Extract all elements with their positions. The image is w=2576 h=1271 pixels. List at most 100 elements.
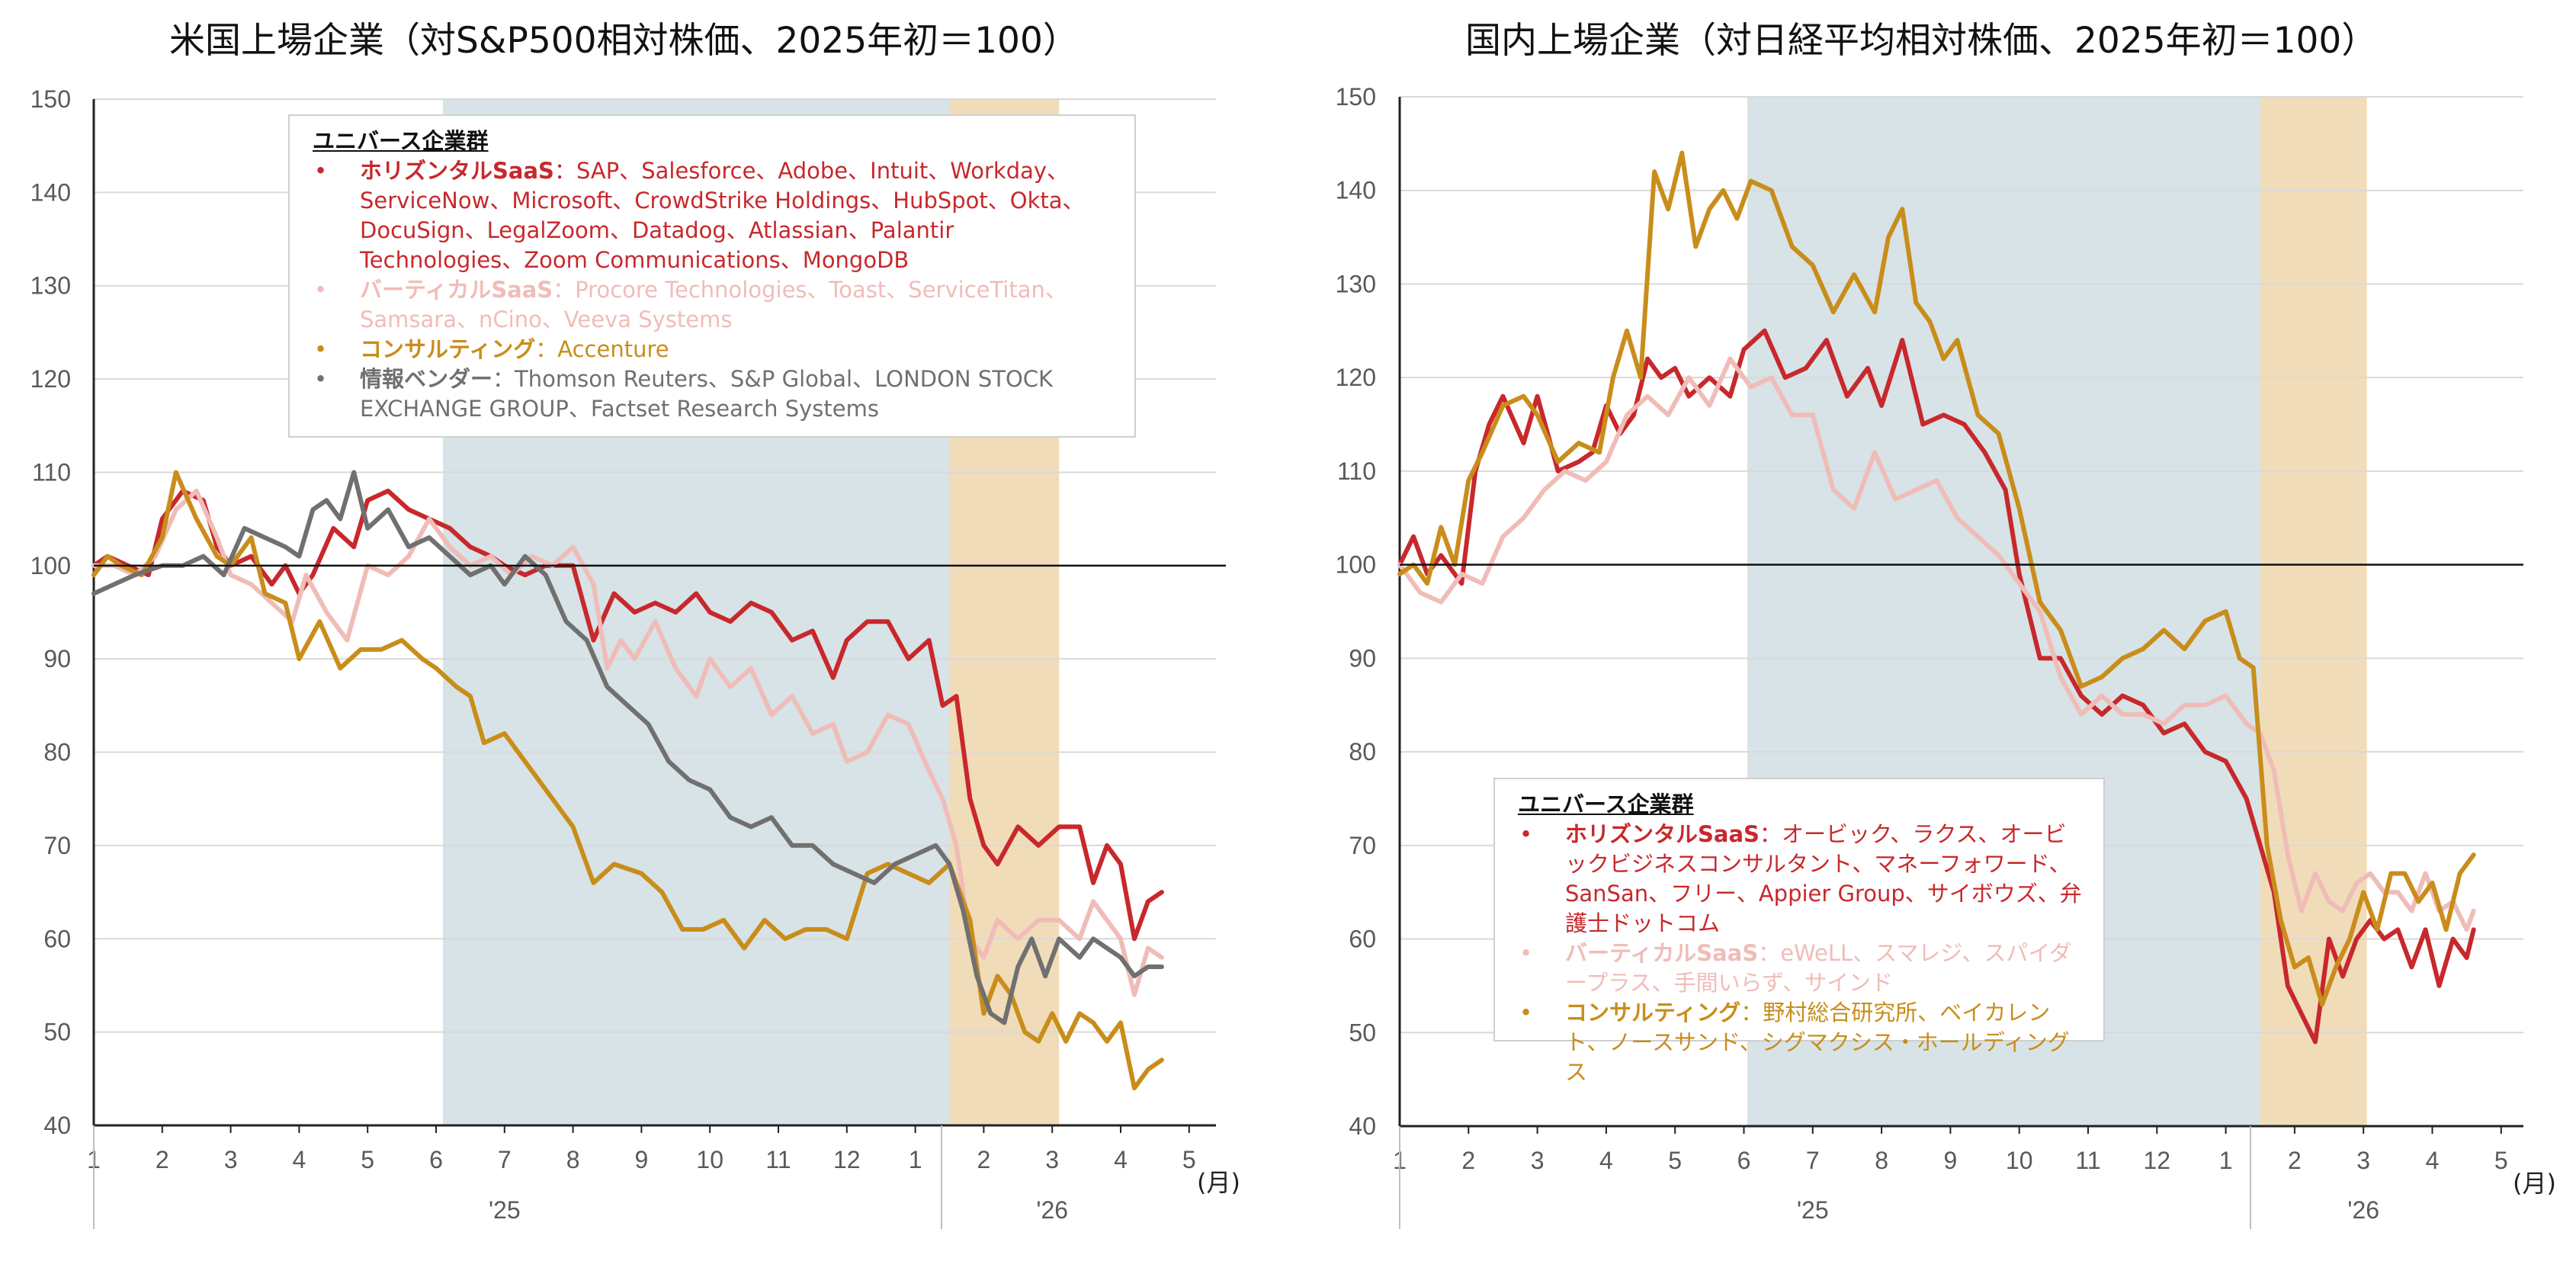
jp-year-label: '25 — [1797, 1196, 1829, 1224]
jp-x-tick-label: 8 — [1875, 1147, 1888, 1174]
jp-y-tick-label: 100 — [1336, 551, 1376, 579]
jp-y-tick-label: 110 — [1337, 457, 1376, 485]
jp-y-tick-label: 130 — [1336, 270, 1376, 297]
us-x-tick-label: 4 — [293, 1146, 306, 1173]
jp-legend-title: ユニバース企業群 — [1518, 791, 1694, 817]
us-y-tick-label: 100 — [30, 552, 71, 579]
jp-y-tick-label: 50 — [1349, 1019, 1376, 1046]
us-x-tick-label: 9 — [635, 1146, 649, 1173]
jp-x-tick-label: 5 — [2494, 1147, 2508, 1174]
us-x-tick-label: 3 — [1045, 1146, 1059, 1173]
bullet-icon: • — [314, 277, 328, 303]
jp-series-line-3 — [1397, 150, 2476, 1007]
us-y-tick-label: 150 — [30, 85, 71, 113]
jp-y-tick-label: 90 — [1349, 644, 1376, 672]
jp-x-tick-label: 1 — [2219, 1147, 2233, 1174]
jp-chart-panel: 国内上場企業（対日経平均相対株価、2025年初＝100） 40 50 60 70 80 9… — [1288, 0, 2576, 1271]
jp-x-tick-label: 7 — [1806, 1147, 1820, 1174]
jp-x-tick-label: 4 — [2426, 1147, 2440, 1174]
us-month-unit-label: (月) — [1197, 1168, 1240, 1197]
jp-legend-members: オービック、ラクス、オービックビジネスコンサルタント、マネーフォワード、SanS… — [1565, 821, 2082, 936]
us-year-label: '26 — [1036, 1196, 1068, 1224]
us-legend-members: Procore Technologies、Toast、ServiceTitan、… — [360, 277, 1067, 332]
jp-y-tick-label: 40 — [1349, 1112, 1376, 1140]
bullet-icon: • — [314, 336, 328, 362]
jp-y-tick-label: 140 — [1336, 177, 1376, 204]
jp-x-tick-label: 2 — [2288, 1147, 2302, 1174]
us-legend-item: • 情報ベンダー：Thomson Reuters、S&P Global、LONDO… — [314, 366, 1054, 422]
jp-legend-item: • バーティカルSaaS：eWeLL、スマレジ、スパイダープラス、手間いらず、サイ… — [1519, 940, 2072, 996]
jp-x-tick-label: 3 — [2356, 1147, 2370, 1174]
jp-x-tick-label: 4 — [1599, 1147, 1613, 1174]
jp-x-tick-label: 11 — [2075, 1147, 2100, 1174]
jp-series-line-2 — [1397, 356, 2476, 932]
jp-legend-item: • ホリズンタルSaaS：オービック、ラクス、オービックビジネスコンサルタント、マ… — [1519, 821, 2082, 936]
us-y-tick-label: 40 — [43, 1112, 71, 1139]
bullet-icon: • — [1519, 821, 1533, 847]
us-y-tick-label: 70 — [43, 832, 71, 859]
jp-x-tick-label: 10 — [2006, 1147, 2033, 1174]
us-y-tick-label: 140 — [30, 178, 71, 206]
jp-month-unit-label: (月) — [2513, 1169, 2556, 1198]
bullet-icon: • — [314, 366, 328, 392]
jp-chart-title: 国内上場企業（対日経平均相対株価、2025年初＝100） — [1465, 20, 2378, 62]
us-legend-members: SAP、Salesforce、Adobe、Intuit、Workday、Serv… — [360, 158, 1085, 273]
us-x-tick-label: 8 — [566, 1146, 580, 1173]
us-y-tick-label: 130 — [30, 272, 71, 300]
jp-legend-members: 野村総合研究所、ベイカレント、ノースサンド、シグマクシス・ホールディングス — [1565, 1000, 2070, 1085]
us-y-tick-label: 60 — [43, 925, 71, 952]
us-series-line-2 — [91, 488, 1164, 997]
us-y-tick-label: 110 — [32, 458, 71, 486]
jp-y-tick-label: 150 — [1336, 83, 1376, 111]
us-x-tick-label: 3 — [224, 1146, 238, 1173]
us-x-tick-label: 12 — [833, 1146, 861, 1173]
jp-y-tick-label: 80 — [1349, 738, 1376, 765]
us-chart-title: 米国上場企業（対S&P500相対株価、2025年初＝100） — [169, 20, 1079, 62]
jp-x-tick-label: 2 — [1461, 1147, 1475, 1174]
jp-legend-category: コンサルティング — [1565, 1000, 1741, 1025]
bullet-icon: • — [314, 158, 328, 184]
us-x-tick-label: 7 — [498, 1146, 512, 1173]
jp-legend-members: eWeLL、スマレジ、スパイダープラス、手間いらず、サインド — [1565, 940, 2072, 996]
us-x-tick-label: 2 — [977, 1146, 991, 1173]
jp-legend-item: • コンサルティング：野村総合研究所、ベイカレント、ノースサンド、シグマクシス・ホ… — [1519, 1000, 2070, 1085]
bullet-icon: • — [1519, 940, 1533, 966]
us-x-tick-label: 6 — [429, 1146, 443, 1173]
us-series-line-4 — [91, 470, 1164, 1025]
jp-year-label: '26 — [2347, 1196, 2379, 1224]
jp-x-tick-label: 5 — [1668, 1147, 1682, 1174]
us-y-tick-label: 80 — [43, 739, 71, 766]
us-series-line-3 — [91, 470, 1164, 1091]
jp-y-tick-label: 60 — [1349, 926, 1376, 953]
us-y-tick-label: 90 — [43, 645, 71, 672]
us-legend-item: • ホリズンタルSaaS：SAP、Salesforce、Adobe、Intuit、… — [314, 158, 1085, 273]
us-legend-title: ユニバース企業群 — [313, 128, 489, 154]
us-series-line-1 — [91, 488, 1164, 942]
jp-x-tick-label: 6 — [1737, 1147, 1751, 1174]
us-legend-category: 情報ベンダー — [360, 366, 493, 392]
jp-legend-category: ホリズンタルSaaS — [1565, 821, 1760, 847]
us-legend-members: Accenture — [557, 336, 669, 362]
us-chart-legend: ユニバース企業群 • ホリズンタルSaaS：SAP、Salesforce、Adobe… — [288, 114, 1136, 438]
jp-chart-legend: ユニバース企業群 • ホリズンタルSaaS：オービック、ラクス、オービックビジネスコ… — [1493, 778, 2105, 1085]
jp-series-line-1 — [1397, 328, 2476, 1045]
jp-legend-category: バーティカルSaaS — [1565, 940, 1759, 966]
us-x-tick-label: 5 — [361, 1146, 374, 1173]
us-x-tick-label: 10 — [696, 1146, 723, 1173]
us-y-tick-label: 120 — [30, 365, 71, 393]
us-x-tick-label: 4 — [1114, 1146, 1128, 1173]
us-chart-panel: 米国上場企業（対S&P500相対株価、2025年初＝100） 40 50 60 70 8… — [30, 20, 1240, 1229]
us-legend-members: Thomson Reuters、S&P Global、LONDON STOCK … — [360, 366, 1054, 422]
us-year-label: '25 — [489, 1196, 521, 1224]
us-legend-item: • バーティカルSaaS：Procore Technologies、Toast、S… — [314, 277, 1067, 332]
jp-x-tick-label: 9 — [1944, 1147, 1958, 1174]
us-x-tick-label: 2 — [156, 1146, 169, 1173]
us-y-tick-label: 50 — [43, 1019, 71, 1046]
jp-y-tick-label: 120 — [1336, 364, 1376, 391]
us-legend-category: バーティカルSaaS — [360, 277, 553, 303]
us-x-tick-label: 1 — [909, 1146, 922, 1173]
us-x-tick-label: 11 — [765, 1146, 791, 1173]
jp-y-tick-label: 70 — [1349, 832, 1376, 859]
us-legend-category: ホリズンタルSaaS — [360, 158, 554, 184]
us-legend-category: コンサルティング — [360, 336, 536, 362]
